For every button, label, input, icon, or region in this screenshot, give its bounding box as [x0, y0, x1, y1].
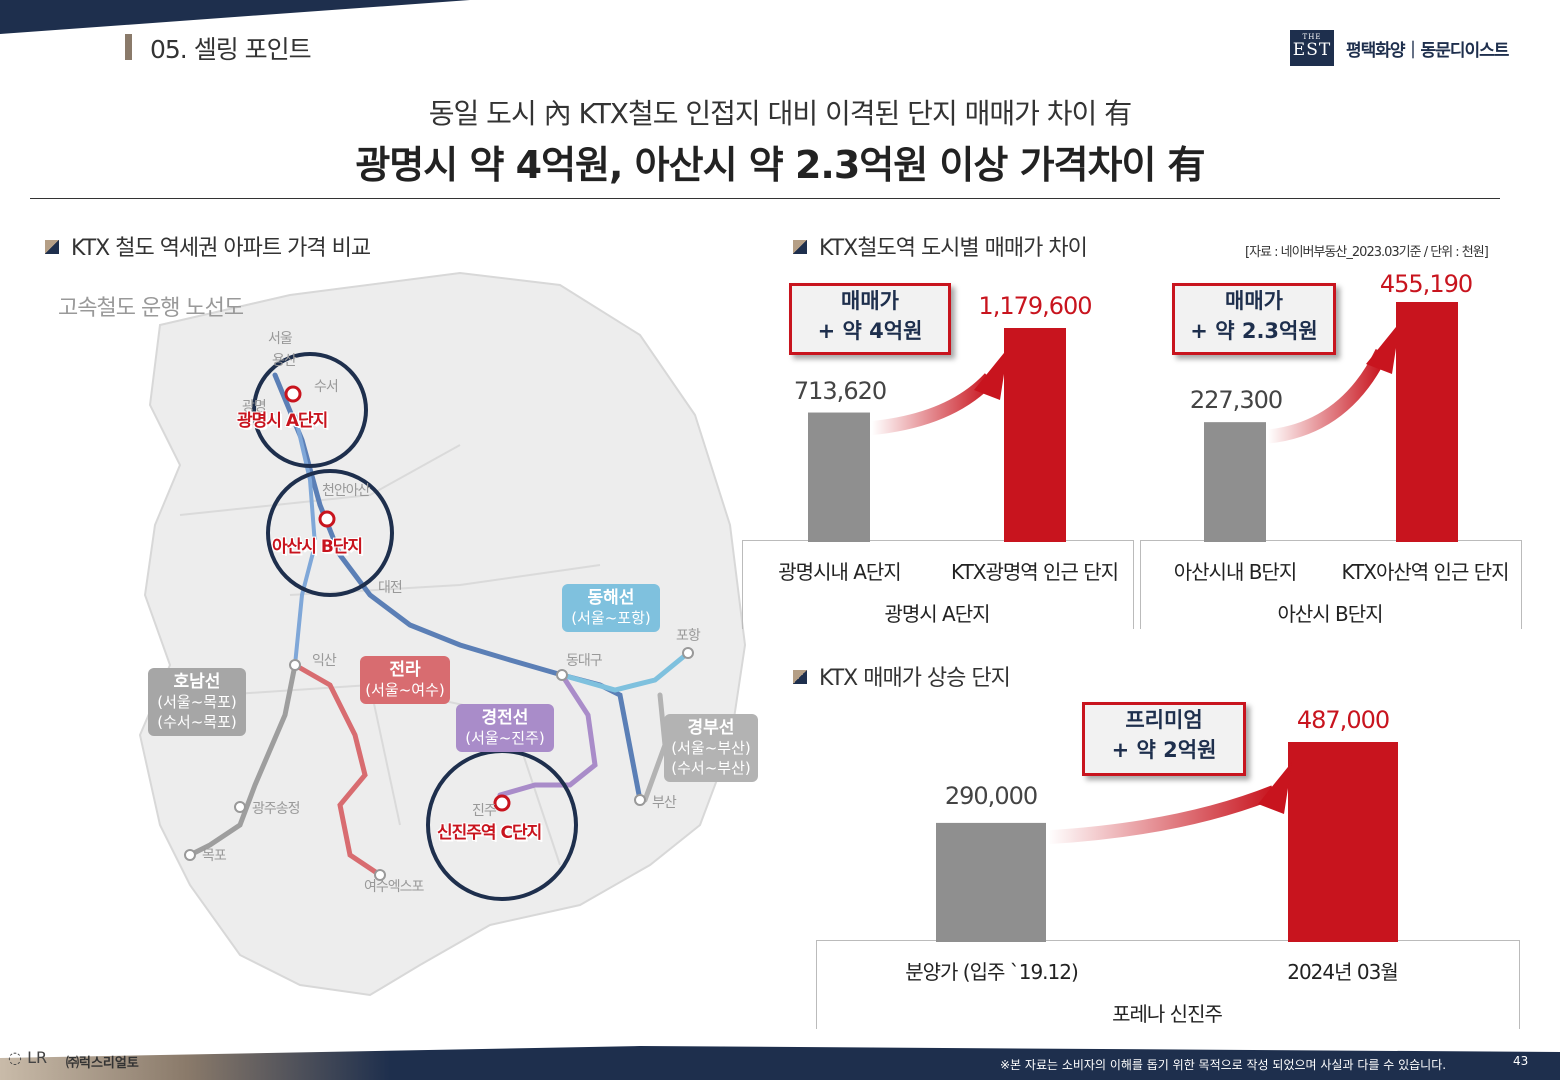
bar-value-label: 487,000 — [1296, 706, 1390, 734]
section-marker — [125, 34, 132, 60]
rise-arrow-head — [1258, 762, 1292, 814]
footer-company: ㈜럭스리얼토 — [66, 1056, 139, 1071]
city-label: 천안아산 — [322, 483, 371, 499]
city-label: 익산 — [312, 653, 337, 669]
source-note: [자료 : 네이버부동산_2023.03기준 / 단위 : 천원] — [1245, 245, 1489, 260]
group-label: 아산시 B단지 — [1277, 602, 1383, 626]
bar-value-label: 713,620 — [793, 377, 887, 405]
korea-peninsula-shape — [138, 271, 747, 997]
price-section-title: KTX철도역 도시별 매매가 차이 — [793, 230, 1088, 262]
city-label: 부산 — [652, 795, 677, 811]
honam-line — [187, 662, 298, 858]
city-label: 진주 — [472, 803, 497, 819]
gyeongjeon-line — [497, 672, 598, 798]
city-label: 서울 — [268, 331, 293, 347]
pin-markers — [284, 385, 511, 812]
rise-arrow-head — [1366, 322, 1400, 374]
map-section-title: KTX 철도 역세권 아파트 가격 비교 — [45, 230, 371, 262]
chart-jinju — [936, 742, 1398, 942]
headline-main: 광명시 약 4억원, 아산시 약 2.3억원 이상 가격차이 有 — [355, 143, 1205, 187]
category-label: 아산시내 B단지 — [1173, 560, 1297, 584]
city-label: 용산 — [272, 353, 297, 369]
gyeongbu-line-tag: 경부선 (서울~부산) (수서~부산) — [664, 714, 758, 782]
city-label: 동대구 — [566, 653, 603, 669]
pin-label-gwangmyeong: 광명시 A단지 — [237, 411, 328, 431]
bar-value-label: 455,190 — [1379, 270, 1473, 298]
chart3-frame — [816, 940, 1520, 1029]
bar-value-label: 227,300 — [1189, 386, 1283, 414]
donghae-line — [559, 650, 691, 693]
group-label: 광명시 A단지 — [884, 602, 990, 626]
city-label: 광주송정 — [252, 801, 301, 817]
jeolla-line — [292, 662, 383, 878]
rise-arrow — [1047, 785, 1277, 845]
bar-after — [1288, 742, 1398, 942]
chart-gwangmyeong — [808, 328, 1066, 542]
headline-sub: 동일 도시 內 KTX철도 인접지 대비 이격된 단지 매매가 차이 有 — [428, 97, 1132, 130]
logo-the-text: THE — [1302, 33, 1322, 41]
callout-box: 매매가 + 약 2.3억원 — [1172, 283, 1336, 355]
bar-value-label: 1,179,600 — [978, 292, 1092, 320]
chart-asan — [1204, 302, 1458, 542]
bullet-icon — [793, 240, 807, 254]
station-dots — [184, 647, 694, 881]
bar-before — [1204, 422, 1266, 542]
category-label: 분양가 (입주 `19.12) — [905, 960, 1079, 984]
city-label: 수서 — [314, 379, 339, 395]
brand-name: 평택화양｜동문디이스트 — [1346, 41, 1509, 61]
header-divider — [30, 198, 1500, 199]
city-label: 여수엑스포 — [364, 879, 424, 895]
category-label: 광명시내 A단지 — [778, 560, 901, 584]
jeolla-line-tag: 전라 (서울~여수) — [360, 656, 450, 704]
logo-est-text: EST — [1292, 40, 1332, 60]
footer-logo: ◌ LR — [8, 1048, 48, 1067]
bar-after — [1396, 302, 1458, 542]
chart2-frame — [1140, 540, 1522, 629]
city-label: 포항 — [676, 628, 701, 644]
the-est-logo: THE EST — [1290, 30, 1334, 66]
gyeongjeon-line-tag: 경전선 (서울~진주) — [456, 704, 554, 752]
callout-box: 매매가 + 약 4억원 — [789, 283, 951, 355]
city-label: 목포 — [202, 848, 227, 864]
footer-logo-icon: ◌ — [8, 1048, 22, 1067]
ktx-main-trunk — [293, 414, 318, 666]
rise-arrow — [1267, 348, 1389, 444]
pin-label-asan: 아산시 B단지 — [272, 537, 363, 557]
pin-circle-asan — [266, 469, 394, 597]
category-label: KTX광명역 인근 단지 — [951, 560, 1119, 584]
city-label: 광명 — [242, 399, 267, 415]
bar-value-label: 290,000 — [944, 782, 1038, 810]
honam-line-tag: 호남선 (서울~목포) (수서~목포) — [148, 668, 246, 736]
pin-circle-gwangmyeong — [252, 352, 368, 468]
bar-before — [936, 822, 1046, 942]
chart1-frame — [742, 540, 1134, 629]
group-label: 포레나 신진주 — [1112, 1002, 1223, 1026]
top-decoration-band — [0, 0, 470, 34]
bar-after — [1004, 328, 1066, 542]
bar-before — [808, 412, 870, 542]
bullet-icon — [45, 240, 59, 254]
category-label: 2024년 03월 — [1287, 960, 1399, 984]
category-label: KTX아산역 인근 단지 — [1341, 560, 1510, 584]
footer-bar — [0, 1046, 1560, 1080]
section-title: 05. 셀링 포인트 — [150, 35, 312, 64]
disclaimer-note: ※본 자료는 소비자의 이해를 돕기 위한 목적으로 작성 되었으며 사실과 다… — [1000, 1058, 1447, 1072]
donghae-line-tag: 동해선 (서울~포항) — [562, 584, 660, 632]
rise-section-title: KTX 매매가 상승 단지 — [793, 660, 1011, 692]
page-number: 43 — [1513, 1054, 1529, 1068]
city-label: 대전 — [378, 580, 403, 596]
ktx-route-map — [138, 271, 747, 997]
rise-arrow-head — [974, 348, 1008, 400]
bullet-icon — [793, 670, 807, 684]
map-title: 고속철도 운행 노선도 — [58, 296, 244, 321]
pin-label-jinju: 신진주역 C단지 — [437, 823, 542, 843]
callout-box: 프리미엄 + 약 2억원 — [1082, 702, 1246, 776]
